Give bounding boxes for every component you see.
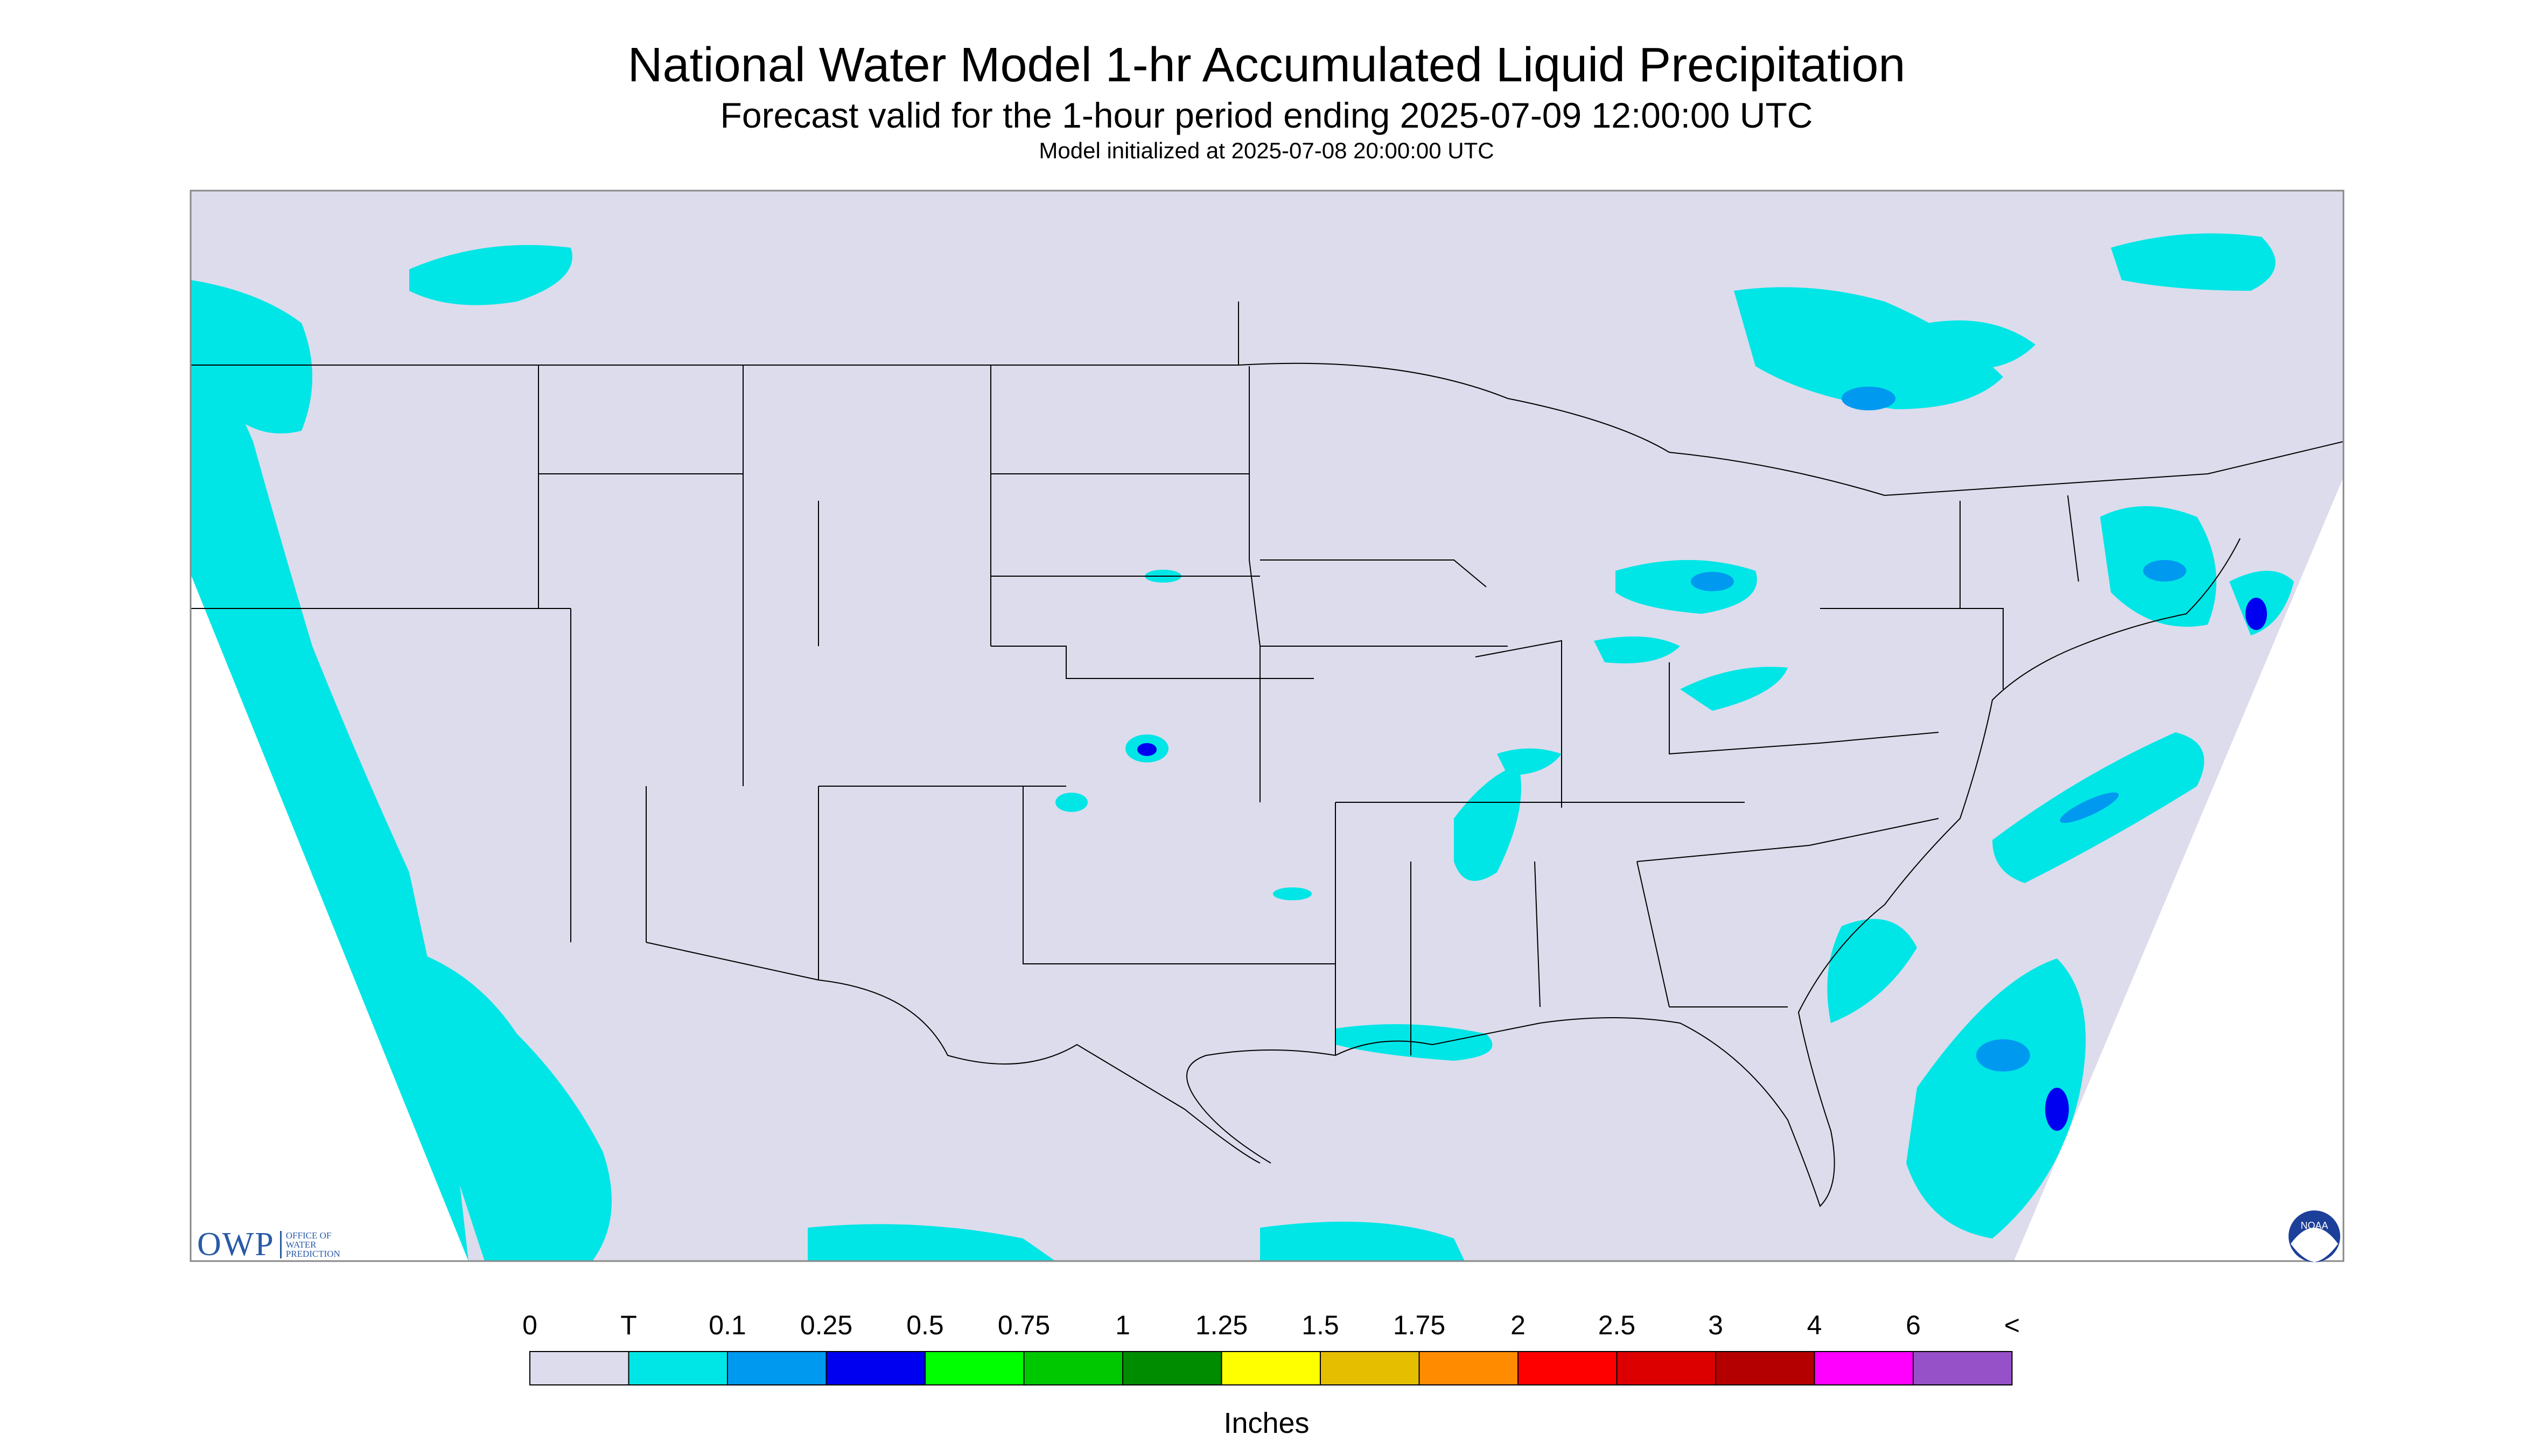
model-init-line: Model initialized at 2025-07-08 20:00:00… bbox=[1039, 138, 1494, 163]
precip-core-new-england bbox=[2143, 560, 2186, 582]
legend-tick-label: 2.5 bbox=[1598, 1310, 1636, 1340]
legend-swatch-7 bbox=[1221, 1351, 1321, 1385]
legend-swatch-2 bbox=[727, 1351, 827, 1385]
noaa-logo-text: NOAA bbox=[2300, 1220, 2328, 1231]
legend-swatch-11 bbox=[1616, 1351, 1716, 1385]
legend-swatch-1 bbox=[628, 1351, 728, 1385]
precip-area-baja bbox=[404, 948, 612, 1261]
precip-area-atlantic-south bbox=[1906, 958, 2086, 1238]
legend-tick-label: 0.5 bbox=[906, 1310, 944, 1340]
precip-core-ontario bbox=[1842, 387, 1895, 410]
precip-area-ontario-east bbox=[1928, 320, 2035, 369]
legend-swatch-4 bbox=[925, 1351, 1025, 1385]
legend-tick-label: 0 bbox=[522, 1310, 537, 1340]
map-border bbox=[190, 190, 2345, 1262]
boundaries bbox=[191, 302, 2344, 1207]
noaa-logo: NOAA bbox=[2289, 1210, 2340, 1262]
legend-swatch-8 bbox=[1320, 1351, 1420, 1385]
legend-swatch-3 bbox=[825, 1351, 926, 1385]
precip-core-maine-coast bbox=[2245, 598, 2267, 630]
precip-core-atlantic-south bbox=[1976, 1039, 2030, 1072]
legend-tick-label: 0.75 bbox=[997, 1310, 1051, 1340]
precip-core-atlantic-north bbox=[2060, 792, 2119, 823]
owp-logo: OWP OFFICE OF WATER PREDICTION bbox=[197, 1226, 340, 1264]
legend-tick-label: 3 bbox=[1708, 1310, 1723, 1340]
legend-swatch-0 bbox=[529, 1351, 629, 1385]
precip-area-tennessee bbox=[1497, 748, 1562, 775]
precip-area-ontario bbox=[1734, 287, 2003, 409]
legend-tick-label: 4 bbox=[1807, 1310, 1822, 1340]
owp-logo-subtext: OFFICE OF WATER PREDICTION bbox=[279, 1230, 340, 1259]
precip-area-oklahoma bbox=[1273, 887, 1312, 900]
legend-tick-label: 1.25 bbox=[1195, 1310, 1248, 1340]
mexico-border bbox=[646, 942, 1261, 1164]
precip-area-oklahoma-panhandle bbox=[1055, 793, 1088, 812]
precip-area-pacific bbox=[191, 345, 468, 1261]
map-subtitle: Forecast valid for the 1-hour period end… bbox=[720, 95, 1813, 135]
precip-core-michigan bbox=[1691, 572, 1734, 591]
coastline-east bbox=[1335, 538, 2241, 1207]
legend-tick-label: 1.75 bbox=[1393, 1310, 1446, 1340]
legend-swatch-10 bbox=[1517, 1351, 1618, 1385]
precip-area-ohio bbox=[1680, 667, 1788, 711]
precip-area-mississippi bbox=[1454, 765, 1521, 881]
owp-sub-line-2: WATER bbox=[285, 1240, 317, 1250]
precip-area-washington bbox=[191, 280, 312, 433]
legend-tick-label: 2 bbox=[1510, 1310, 1526, 1340]
legend-swatch-12 bbox=[1715, 1351, 1815, 1385]
legend-tick-label: 0.25 bbox=[800, 1310, 853, 1340]
owp-sub-line-3: PREDICTION bbox=[285, 1249, 340, 1259]
legend-swatch-5 bbox=[1023, 1351, 1123, 1385]
precip-area-mexico-south bbox=[808, 1224, 1055, 1261]
precip-area-indiana bbox=[1594, 636, 1680, 663]
owp-logo-text: OWP bbox=[197, 1226, 275, 1263]
legend-swatch-13 bbox=[1814, 1351, 1914, 1385]
legend-tick-label: 1.5 bbox=[1302, 1310, 1339, 1340]
model-domain bbox=[191, 191, 2343, 1261]
precip-core-kansas bbox=[1137, 743, 1157, 756]
legend-swatch-14 bbox=[1913, 1351, 2013, 1385]
coastline-texas bbox=[1186, 1049, 1336, 1164]
legend-color-bar bbox=[529, 1351, 2013, 1385]
owp-sub-line-1: OFFICE OF bbox=[285, 1230, 332, 1241]
precip-area-bc bbox=[409, 245, 572, 305]
legend-tick-label: 0.1 bbox=[709, 1310, 746, 1340]
precip-core-atlantic-southeast bbox=[2045, 1088, 2069, 1131]
legend-swatch-9 bbox=[1418, 1351, 1519, 1385]
legend-tick-label: T bbox=[620, 1310, 637, 1340]
legend-tick-label: < bbox=[2004, 1310, 2020, 1340]
precip-area-quebec bbox=[2111, 233, 2276, 291]
precip-layer bbox=[191, 233, 2294, 1261]
legend-tick-label: 6 bbox=[1906, 1310, 1921, 1340]
legend-tick-label: 1 bbox=[1115, 1310, 1130, 1340]
map-title: National Water Model 1-hr Accumulated Li… bbox=[627, 38, 1906, 92]
legend-unit-label: Inches bbox=[1223, 1407, 1310, 1439]
precip-area-gulf-south bbox=[1260, 1221, 1465, 1261]
precip-area-gulf-coast bbox=[1335, 1024, 1493, 1061]
precip-area-gulf-stream bbox=[1827, 919, 1917, 1023]
legend-swatch-6 bbox=[1122, 1351, 1222, 1385]
